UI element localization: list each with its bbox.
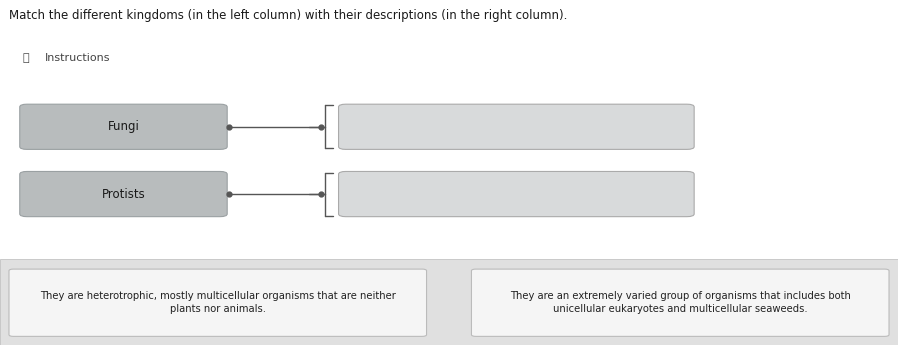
FancyBboxPatch shape bbox=[20, 104, 227, 149]
FancyBboxPatch shape bbox=[471, 269, 889, 336]
FancyBboxPatch shape bbox=[339, 104, 694, 149]
Text: They are heterotrophic, mostly multicellular organisms that are neither
plants n: They are heterotrophic, mostly multicell… bbox=[40, 291, 396, 314]
Text: ⓘ: ⓘ bbox=[22, 53, 29, 63]
Text: Instructions: Instructions bbox=[45, 53, 110, 63]
Text: Fungi: Fungi bbox=[108, 120, 139, 133]
FancyBboxPatch shape bbox=[0, 0, 898, 260]
FancyBboxPatch shape bbox=[9, 269, 427, 336]
FancyBboxPatch shape bbox=[20, 171, 227, 217]
Text: Match the different kingdoms (in the left column) with their descriptions (in th: Match the different kingdoms (in the lef… bbox=[9, 9, 568, 22]
Text: Protists: Protists bbox=[101, 188, 145, 200]
Text: They are an extremely varied group of organisms that includes both
unicellular e: They are an extremely varied group of or… bbox=[510, 291, 850, 314]
FancyBboxPatch shape bbox=[339, 171, 694, 217]
FancyBboxPatch shape bbox=[0, 259, 898, 345]
